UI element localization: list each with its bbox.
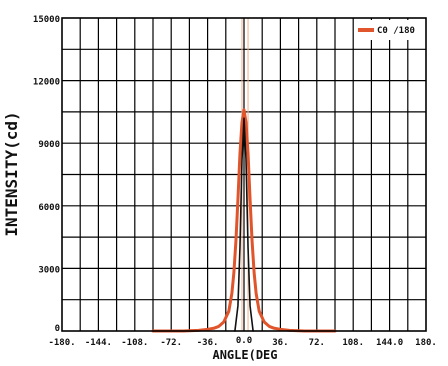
x-tick-labels: -180. -144. -108. -72. -36. 0.0 36. 72. 108. 144.… <box>48 336 436 348</box>
x-tick-label: 108. <box>342 338 364 348</box>
axis-border <box>61 17 427 332</box>
grid <box>62 18 426 331</box>
x-tick-label: -180. <box>48 338 75 348</box>
series-line-1 <box>151 108 337 333</box>
series-line-2 <box>234 117 254 332</box>
y-tick-label: 3000 <box>38 265 60 275</box>
x-axis-title: ANGLE(DEG <box>212 348 277 362</box>
y-tick-label: 0 <box>55 324 60 334</box>
y-tick-label: 6000 <box>38 203 60 213</box>
y-tick-label: 9000 <box>38 140 60 150</box>
x-tick-label: -144. <box>85 338 112 348</box>
x-tick-label: 144.0 <box>376 338 403 348</box>
y-tick-labels: 0 3000 6000 9000 12000 15000 <box>33 15 60 334</box>
x-tick-label: 180. <box>415 338 437 348</box>
x-tick-label: -108. <box>121 338 148 348</box>
x-tick-label: -72. <box>160 338 182 348</box>
y-tick-label: 12000 <box>33 78 60 88</box>
y-tick-label: 15000 <box>33 15 60 25</box>
x-tick-label: 72. <box>309 338 325 348</box>
x-tick-label: -36. <box>197 338 219 348</box>
legend-background <box>355 20 425 40</box>
x-tick-label: 36. <box>272 338 288 348</box>
legend-label: C0 /180 <box>377 26 415 36</box>
legend: C0 /180 <box>355 20 425 40</box>
axis-frame <box>61 17 427 332</box>
y-axis-title: INTENSITY(cd) <box>2 111 21 236</box>
x-tick-label: 0.0 <box>236 336 252 346</box>
series-group <box>151 108 337 333</box>
